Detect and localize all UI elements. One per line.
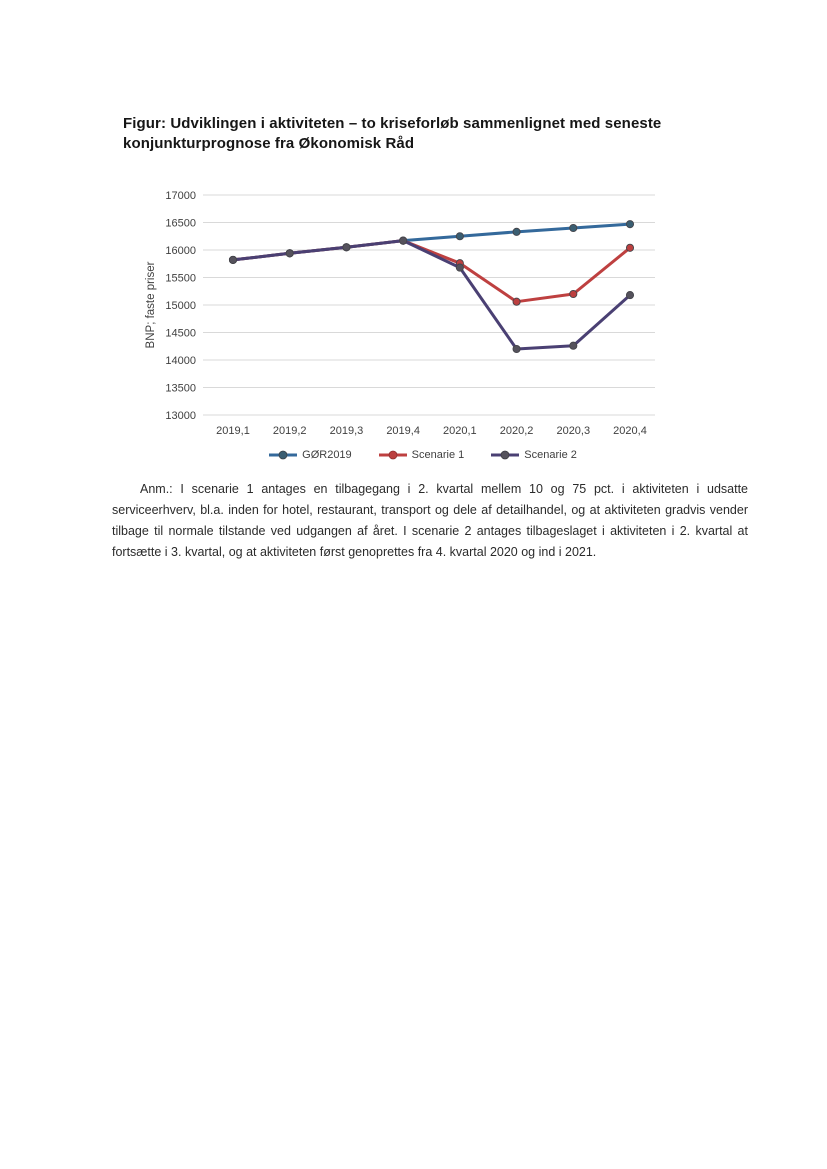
data-point-s1-q5 bbox=[512, 297, 521, 306]
data-point-s0-q6 bbox=[569, 223, 578, 233]
chart-legend: GØR2019 Scenarie 1 Scenarie 2 bbox=[180, 449, 665, 461]
data-point-s1-q6 bbox=[569, 289, 578, 299]
legend-label-scenarie2: Scenarie 2 bbox=[524, 449, 577, 461]
y-tick-label: 16000 bbox=[165, 245, 196, 257]
legend-marker-gor2019-icon bbox=[269, 450, 298, 460]
x-tick-label: 2019,2 bbox=[273, 425, 307, 437]
legend-item-scenarie1: Scenarie 1 bbox=[378, 449, 465, 461]
line-chart: 17000 16500 16000 15500 15000 14500 14000 13500… bbox=[145, 190, 655, 437]
x-tick-label: 2019,4 bbox=[386, 425, 420, 437]
y-tick-label: 13000 bbox=[165, 410, 196, 422]
x-tick-label: 2020,4 bbox=[613, 425, 647, 437]
figure-note: Anm.: I scenarie 1 antages en tilbagegan… bbox=[112, 482, 748, 559]
y-tick-label: 14500 bbox=[165, 328, 196, 340]
data-point-s1-q7 bbox=[625, 243, 635, 252]
figure-title: Figur: Udviklingen i aktiviteten – to kr… bbox=[123, 115, 662, 152]
y-tick-label: 16500 bbox=[165, 218, 196, 230]
data-point-s2-q6 bbox=[569, 341, 578, 350]
x-tick-label: 2019,3 bbox=[330, 425, 364, 437]
x-tick-label: 2020,2 bbox=[500, 425, 534, 437]
y-tick-label: 17000 bbox=[165, 190, 196, 202]
legend-label-gor2019: GØR2019 bbox=[302, 449, 352, 461]
series-line-2 bbox=[232, 239, 631, 351]
data-point-s0-q4 bbox=[455, 232, 464, 241]
data-point-s2-q5 bbox=[512, 344, 521, 354]
data-point-s2-q0 bbox=[228, 255, 238, 264]
data-point-s2-q4 bbox=[455, 263, 464, 272]
data-point-s2-q7 bbox=[625, 291, 635, 300]
legend-marker-scenarie1-icon bbox=[378, 450, 407, 460]
data-point-s2-q1 bbox=[285, 249, 294, 258]
chart-figure: 17000 16500 16000 15500 15000 14500 14000 13500… bbox=[140, 178, 665, 461]
y-tick-label: 13500 bbox=[165, 383, 196, 395]
y-tick-label: 15500 bbox=[165, 273, 196, 285]
data-point-s2-q2 bbox=[342, 243, 351, 252]
data-point-s0-q7 bbox=[625, 220, 635, 229]
x-tick-label: 2019,1 bbox=[216, 425, 250, 437]
data-point-s2-q3 bbox=[399, 236, 408, 245]
x-tick-label: 2020,3 bbox=[556, 425, 590, 437]
y-tick-label: 14000 bbox=[165, 355, 196, 367]
y-axis-title: BNP; faste priser bbox=[145, 261, 157, 348]
legend-label-scenarie1: Scenarie 1 bbox=[411, 449, 465, 461]
legend-item-gor2019: GØR2019 bbox=[268, 449, 352, 461]
x-tick-label: 2020,1 bbox=[443, 425, 477, 437]
legend-item-scenarie2: Scenarie 2 bbox=[490, 449, 577, 461]
y-tick-label: 15000 bbox=[165, 300, 196, 312]
legend-marker-scenarie2-icon bbox=[491, 450, 520, 460]
data-point-s0-q5 bbox=[512, 227, 521, 236]
